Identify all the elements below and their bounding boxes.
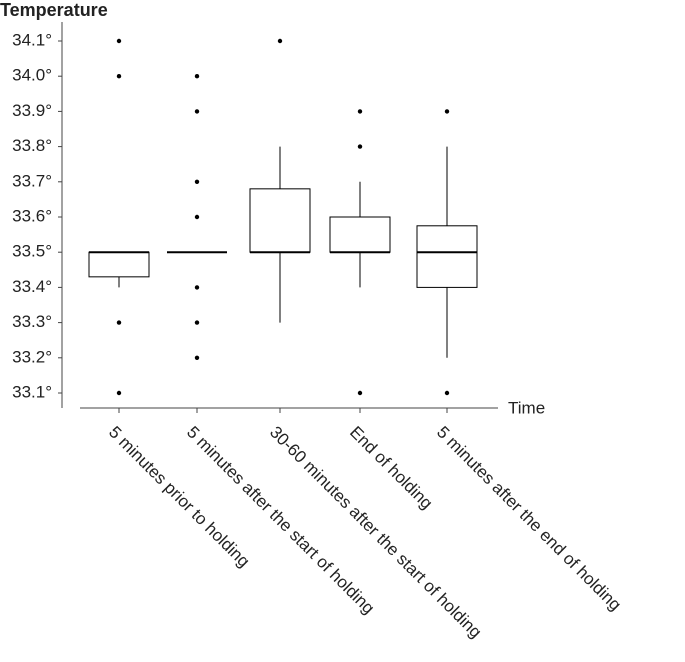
y-tick-label: 33.5° (12, 242, 52, 261)
x-tick-label: 5 minutes after the end of holding (433, 423, 625, 615)
outlier (194, 214, 200, 220)
outlier (444, 390, 450, 396)
y-tick-label: 33.6° (12, 206, 52, 225)
outlier (194, 74, 200, 79)
outlier (116, 38, 122, 44)
outlier (116, 320, 122, 325)
outlier (357, 144, 363, 149)
y-tick-label: 34.1° (12, 30, 52, 49)
outlier (277, 38, 283, 44)
y-tick-label: 33.1° (12, 382, 52, 401)
outlier (194, 285, 200, 290)
y-tick-label: 33.8° (12, 136, 52, 155)
x-tick-label: 5 minutes prior to holding (105, 423, 253, 571)
box (88, 251, 150, 278)
outlier (194, 109, 200, 114)
x-tick-label: End of holding (346, 423, 436, 513)
outlier (194, 320, 200, 325)
outlier (194, 179, 200, 184)
y-axis-title: Temperature (0, 0, 108, 20)
box (416, 225, 478, 288)
y-tick-label: 33.4° (12, 277, 52, 296)
outlier (116, 74, 122, 79)
box (249, 188, 311, 253)
outlier (357, 109, 363, 114)
y-tick-label: 33.9° (12, 101, 52, 120)
y-tick-label: 33.3° (12, 312, 52, 331)
outlier (116, 390, 122, 396)
box (329, 216, 391, 253)
y-tick-label: 33.7° (12, 171, 52, 190)
y-tick-label: 34.0° (12, 66, 52, 85)
outlier (444, 109, 450, 114)
y-tick-label: 33.2° (12, 347, 52, 366)
outlier (194, 355, 200, 360)
x-axis-title: Time (508, 398, 545, 417)
outlier (357, 390, 363, 396)
